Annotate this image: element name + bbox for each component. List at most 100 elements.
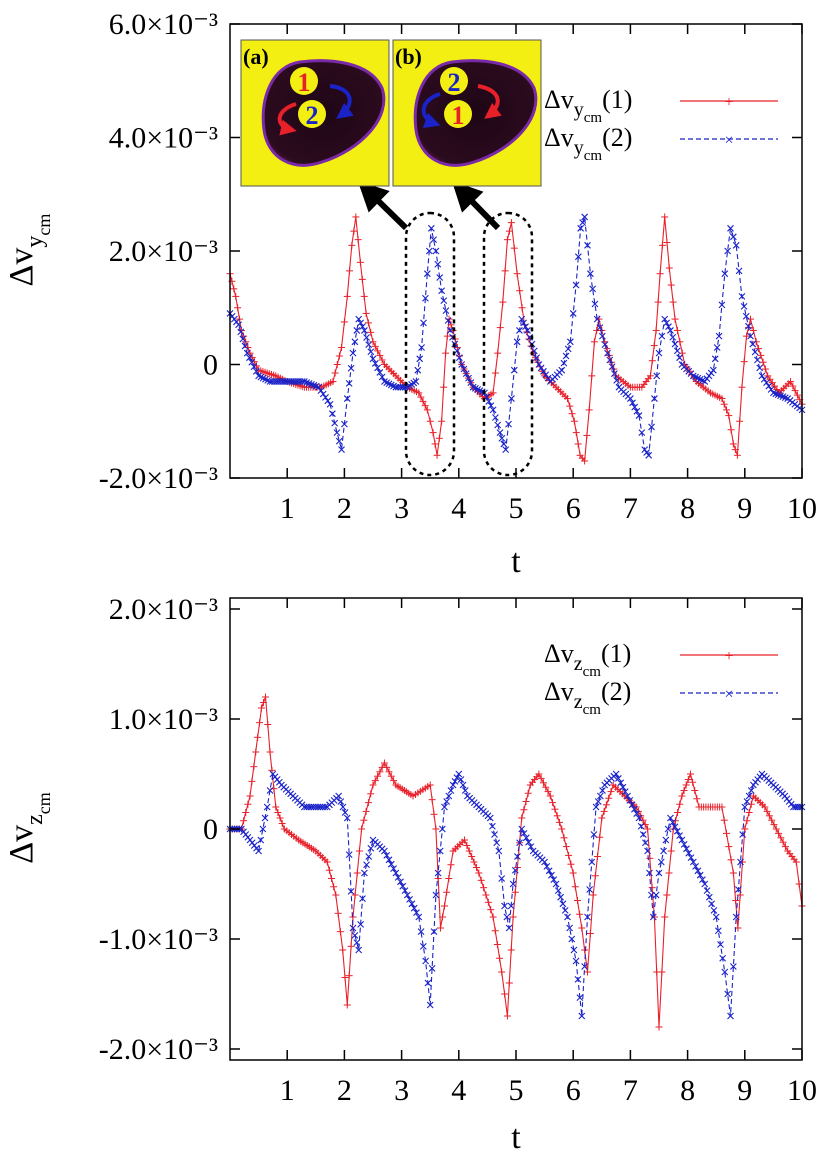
top-series-2-point	[653, 372, 661, 380]
bottom-series-1-point	[264, 721, 272, 728]
bottom-series-2-point	[649, 913, 657, 921]
bottom-series-2-point	[673, 827, 681, 835]
bottom-series-1-point	[261, 693, 269, 701]
top-series-1-point	[423, 406, 431, 414]
bottom-series-1-point	[501, 990, 509, 998]
bottom-series-2-point	[717, 941, 724, 948]
top-series-2-point	[522, 323, 529, 331]
top-series-2-point	[498, 434, 506, 442]
bottom-series-1-point	[432, 825, 440, 833]
bottom-series-1-point	[558, 825, 566, 833]
bottom-x-tick-label: 2	[337, 1074, 352, 1107]
bottom-x-tick-label: 1	[280, 1074, 295, 1107]
bottom-series-1-point	[689, 778, 697, 786]
top-series-1-point	[722, 406, 730, 414]
top-series-1-point	[740, 358, 748, 366]
bottom-series-1-point	[658, 968, 666, 976]
bottom-series-line-1	[230, 696, 803, 1028]
top-series-1-point	[669, 298, 677, 306]
inset-b-label-2: 2	[448, 68, 461, 97]
top-series-1-point	[340, 318, 348, 326]
bottom-series-1-point	[518, 814, 526, 822]
top-series-1-point	[230, 285, 238, 293]
bottom-series-1-point	[591, 872, 599, 880]
bottom-series-1-point	[553, 812, 561, 820]
top-series-2-point	[596, 324, 604, 332]
top-series-2-point	[338, 446, 345, 454]
top-series-2-point	[359, 323, 366, 331]
top-series-2-point	[335, 437, 343, 445]
bottom-series-1-point	[607, 788, 615, 796]
bottom-series-2-point	[491, 831, 498, 838]
bottom-series-1-point	[358, 825, 366, 833]
top-series-1-point	[505, 227, 513, 235]
top-series-2-point	[537, 364, 545, 372]
bottom-series-1-point	[539, 779, 547, 787]
top-series-1-point	[761, 365, 769, 373]
bottom-series-1-point	[367, 790, 375, 798]
top-series-2-point	[645, 451, 653, 459]
top-series-layer	[226, 213, 806, 465]
bottom-series-2-point	[259, 825, 267, 833]
top-series-1-point	[583, 431, 591, 439]
bottom-series-2-point	[689, 858, 697, 866]
bottom-series-1-point	[480, 884, 488, 892]
bottom-series-1-point	[578, 924, 586, 932]
bottom-series-2-point	[417, 928, 425, 936]
bottom-series-2-point	[385, 856, 393, 864]
top-series-2-point	[572, 281, 580, 289]
inset-b-panel-letter: (b)	[395, 44, 422, 69]
top-series-1-point	[374, 347, 382, 355]
bottom-series-2-point	[652, 891, 660, 899]
top-series-2-point	[333, 429, 341, 436]
inset-b-red-arrow	[477, 84, 502, 119]
top-series-1-point	[440, 383, 448, 391]
bottom-series-1-point	[470, 858, 478, 866]
bottom-series-2-point	[619, 783, 627, 791]
bottom-series-1-point	[475, 869, 483, 877]
top-series-2-point	[610, 370, 618, 377]
bottom-series-2-point	[737, 858, 744, 866]
bottom-series-2-point	[678, 836, 686, 844]
bottom-series-1-point	[266, 748, 274, 756]
bottom-series-2-point	[626, 797, 634, 804]
bottom-series-1-point	[722, 829, 730, 837]
top-series-2-point	[589, 285, 597, 293]
bottom-series-2-point	[453, 774, 461, 782]
top-x-tick-label: 7	[623, 492, 638, 525]
bottom-series-1-point	[383, 763, 391, 771]
bottom-x-tick-label: 4	[451, 1074, 466, 1107]
top-series-2-point	[518, 315, 526, 323]
bottom-series-2-point	[341, 809, 349, 816]
svg-text:Δvzcm: Δvzcm	[3, 792, 54, 864]
bottom-series-2-point	[408, 900, 416, 908]
top-series-1-point	[671, 315, 679, 323]
top-series-2-point	[367, 348, 375, 356]
bottom-series-2-point	[430, 928, 438, 936]
bottom-series-1-point	[347, 942, 355, 950]
bottom-series-1-point	[772, 825, 780, 833]
top-series-1-point	[489, 389, 497, 397]
top-series-1-point	[431, 440, 439, 448]
top-series-2-point	[584, 241, 591, 249]
bottom-series-2-point	[257, 836, 265, 844]
top-series-2-point	[751, 348, 759, 356]
bottom-series-1-point	[328, 875, 336, 882]
bottom-series-2-point	[570, 946, 578, 954]
bottom-series-2-point	[509, 880, 517, 888]
bottom-series-2-point	[518, 825, 526, 833]
bottom-series-2-point	[434, 869, 442, 877]
top-series-1-point	[738, 383, 746, 391]
bottom-series-2-point	[578, 1012, 586, 1020]
top-series-2-point	[591, 300, 599, 308]
top-series-2-point	[446, 327, 454, 334]
top-series-1-point	[371, 342, 379, 350]
bottom-series-1-point	[487, 906, 495, 914]
bottom-series-1-point	[493, 941, 501, 948]
top-y-axis-label: Δvycm	[3, 214, 54, 287]
bottom-series-1-point	[259, 699, 267, 706]
bottom-series-1-point	[667, 847, 675, 855]
bottom-x-tick-label: 5	[509, 1074, 524, 1107]
top-series-1-point	[518, 304, 526, 312]
top-series-2-point	[753, 356, 761, 364]
